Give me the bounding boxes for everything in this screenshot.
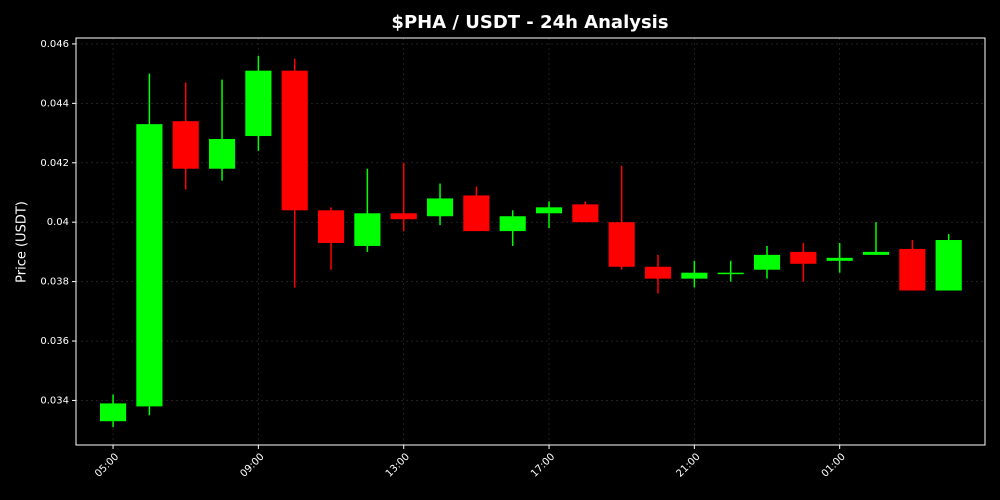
candle-body bbox=[463, 195, 490, 232]
candle-body bbox=[572, 204, 599, 223]
y-tick-label: 0.036 bbox=[40, 336, 69, 347]
candle-body bbox=[426, 198, 454, 217]
chart-title: $PHA / USDT - 24h Analysis bbox=[391, 12, 668, 33]
y-tick-label: 0.042 bbox=[40, 158, 69, 169]
candle-body bbox=[899, 248, 926, 291]
candle-body bbox=[681, 272, 708, 279]
candle-body bbox=[753, 254, 781, 270]
plot-frame bbox=[75, 37, 986, 446]
candle-body bbox=[826, 257, 853, 261]
y-tick-label: 0.034 bbox=[40, 395, 69, 406]
candle-body bbox=[390, 213, 417, 220]
candle-body bbox=[317, 210, 345, 243]
candle-body bbox=[245, 70, 272, 137]
candle-body bbox=[281, 70, 308, 211]
y-tick-label: 0.04 bbox=[47, 217, 69, 228]
candle-body bbox=[608, 222, 635, 267]
candle-body bbox=[172, 121, 199, 169]
candle-body bbox=[717, 272, 744, 275]
candle-body bbox=[935, 240, 962, 291]
candle-body bbox=[354, 213, 381, 246]
candle-body bbox=[208, 139, 236, 169]
candle-body bbox=[99, 403, 127, 422]
candle-body bbox=[790, 251, 817, 264]
candle-body bbox=[862, 251, 890, 255]
candle-body bbox=[499, 216, 526, 232]
y-tick-label: 0.038 bbox=[40, 277, 69, 288]
candle-body bbox=[136, 124, 163, 407]
candle-body bbox=[535, 207, 563, 214]
y-axis-label: Price (USDT) bbox=[15, 201, 30, 283]
candle-body bbox=[644, 266, 672, 279]
y-tick-label: 0.044 bbox=[40, 98, 69, 109]
y-tick-label: 0.046 bbox=[40, 39, 69, 50]
